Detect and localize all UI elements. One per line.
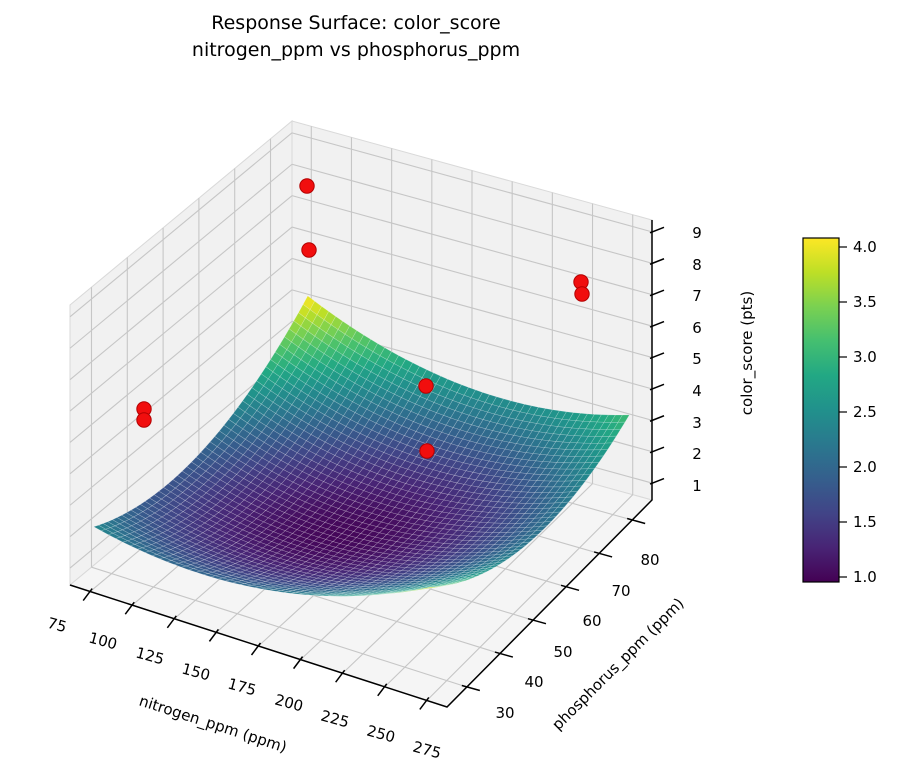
scatter-point <box>574 286 590 302</box>
z-axis-label: color_score (pts) <box>738 290 756 416</box>
colorbar-tick-label: 1.0 <box>853 568 877 586</box>
z-tick-label: 8 <box>692 255 702 274</box>
z-tick-label: 5 <box>692 350 702 369</box>
z-tick-label: 9 <box>692 224 702 242</box>
scatter-point <box>301 242 317 258</box>
scatter-points <box>136 178 590 459</box>
chart-title: Response Surface: color_score nitrogen_p… <box>0 10 712 64</box>
chart-title-line2: nitrogen_ppm vs phosphorus_ppm <box>191 39 521 61</box>
y-tick-label: 80 <box>640 551 660 569</box>
colorbar-tick-label: 2.5 <box>853 403 877 421</box>
z-tick-label: 2 <box>692 445 702 464</box>
z-tick-label: 7 <box>692 287 702 306</box>
colorbar-tick-label: 3.0 <box>853 348 877 366</box>
colorbar-tick-label: 4.0 <box>853 238 877 256</box>
colorbar-tick-label: 3.5 <box>853 293 877 311</box>
z-tick-label: 6 <box>692 318 702 337</box>
response-surface <box>93 295 630 597</box>
z-tick-label: 4 <box>692 382 702 400</box>
z-tick-label: 1 <box>692 476 702 495</box>
scatter-point <box>418 378 434 394</box>
y-tick-label: 40 <box>524 673 544 692</box>
y-tick-label: 70 <box>611 581 631 600</box>
colorbar <box>802 237 847 583</box>
y-tick-label: 30 <box>495 704 515 722</box>
scatter-point <box>299 178 315 194</box>
y-tick-label: 60 <box>582 612 602 631</box>
axis-spines <box>69 220 665 710</box>
colorbar-tick-label: 1.5 <box>853 513 877 531</box>
scatter-point <box>136 412 152 428</box>
scatter-point <box>419 443 435 459</box>
y-tick-label: 50 <box>553 642 573 661</box>
z-tick-label: 3 <box>692 413 702 432</box>
colorbar-tick-label: 2.0 <box>853 458 877 476</box>
chart-title-line1: Response Surface: color_score <box>211 12 501 34</box>
